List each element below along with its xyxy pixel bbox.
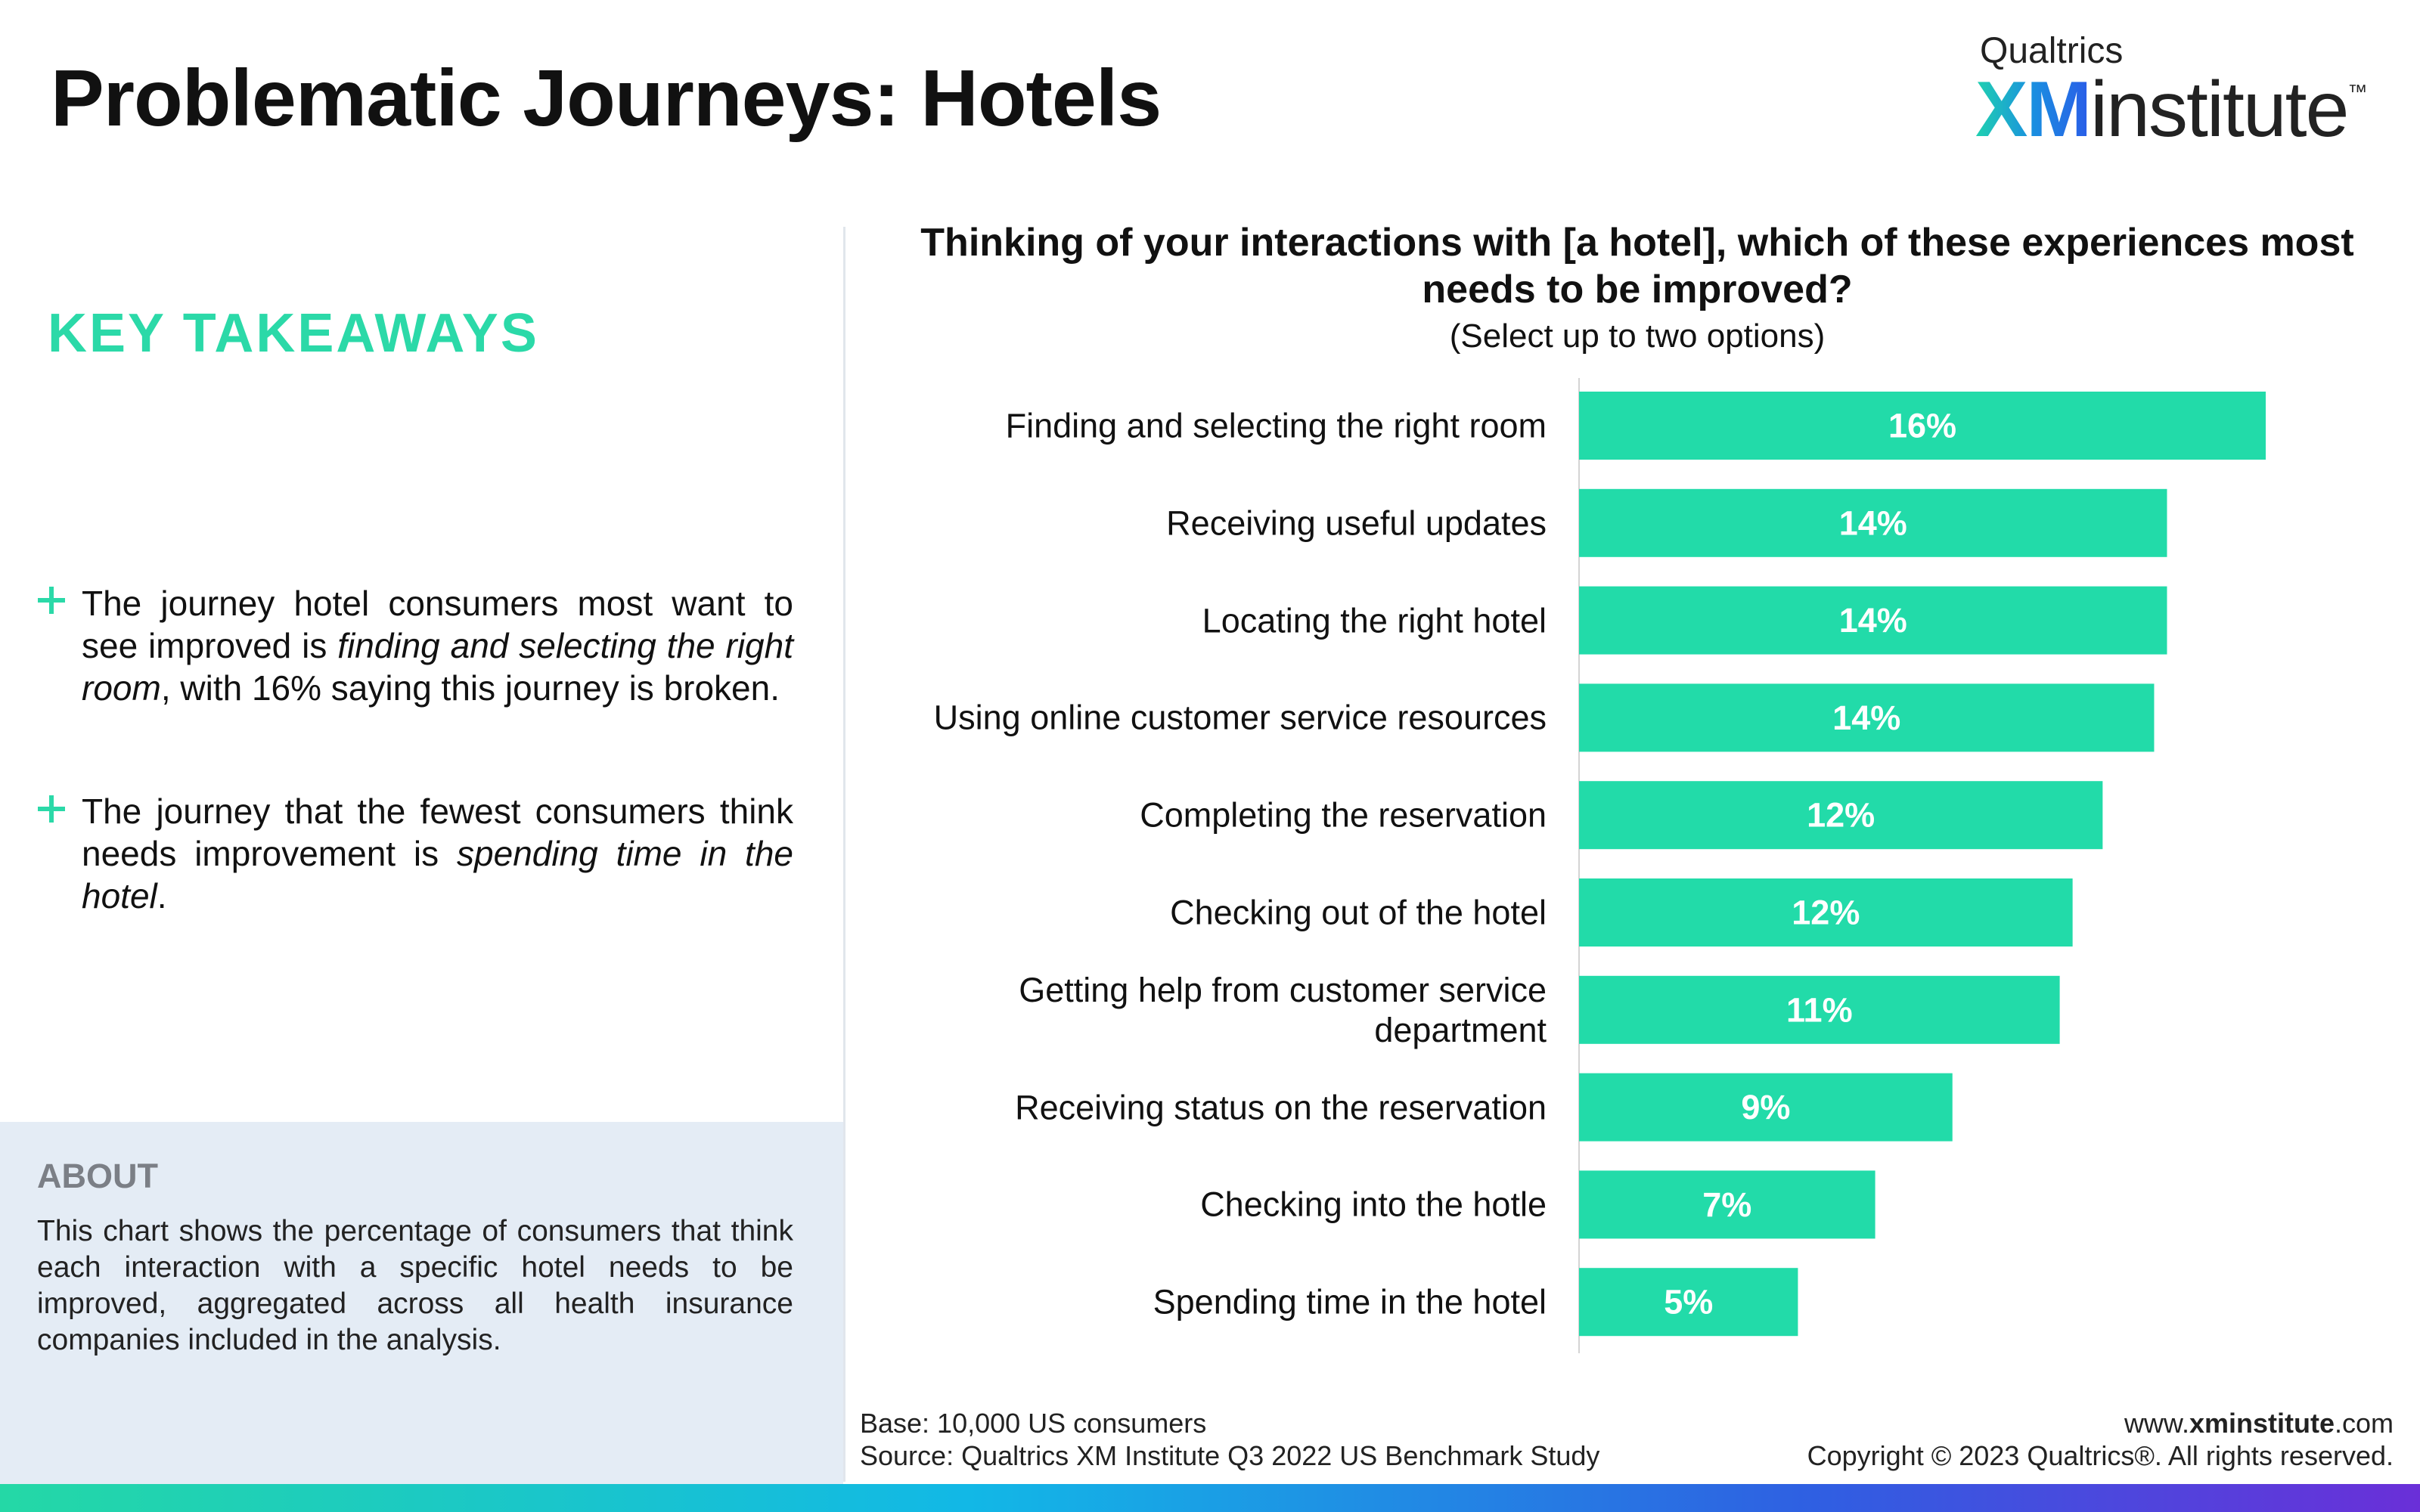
bar	[1579, 488, 2167, 557]
takeaway-segment: .	[157, 876, 167, 916]
logo-tm: ™	[2347, 80, 2367, 103]
page-title: Problematic Journeys: Hotels	[51, 54, 1162, 143]
category-label: Checking out of the hotel	[1170, 893, 1547, 932]
value-label: 11%	[1786, 990, 1853, 1029]
logo-xm: XM	[1975, 66, 2092, 153]
chart-title: Thinking of your interactions with [a ho…	[920, 221, 2354, 311]
value-label: 14%	[1832, 699, 1900, 737]
logo-name: institute	[2090, 66, 2349, 153]
takeaway-segment: spending time in the hotel	[82, 834, 793, 916]
takeaway-segment: finding and selecting the right room	[82, 626, 793, 708]
bar	[1579, 878, 2073, 947]
plus-icon	[38, 795, 65, 823]
value-label: 12%	[1807, 796, 1875, 835]
value-label: 12%	[1792, 894, 1860, 932]
value-label: 5%	[1664, 1283, 1713, 1321]
bar	[1579, 1268, 1798, 1337]
takeaway: The journey that the fewest consumers th…	[82, 790, 793, 917]
source-note: Source: Qualtrics XM Institute Q3 2022 U…	[860, 1440, 1600, 1471]
bar	[1579, 392, 2266, 460]
about-panel	[0, 1122, 843, 1484]
value-label: 7%	[1702, 1185, 1751, 1224]
category-label: Using online customer service resources	[933, 698, 1547, 737]
website-part: xminstitute	[2189, 1408, 2335, 1439]
category-label: Receiving status on the reservation	[1015, 1088, 1547, 1127]
category-label: Locating the right hotel	[1202, 601, 1547, 640]
category-label: Spending time in the hotel	[1153, 1282, 1547, 1321]
takeaway-segment: The journey hotel consumers most want to…	[82, 584, 793, 665]
takeaways-heading: KEY TAKEAWAYS	[48, 303, 539, 364]
plus-icon	[38, 587, 65, 614]
value-label: 14%	[1839, 601, 1907, 640]
category-label: Completing the reservation	[1140, 795, 1547, 835]
bar	[1579, 781, 2103, 850]
about-text: This chart shows the percentage of consu…	[37, 1215, 793, 1356]
divider	[843, 227, 845, 1482]
bar	[1579, 1073, 1953, 1142]
bar	[1579, 586, 2167, 655]
takeaway-segment: The journey that the fewest consumers th…	[82, 792, 793, 873]
base-note: Base: 10,000 US consumers	[860, 1408, 1207, 1439]
website-part: .com	[2334, 1408, 2394, 1439]
category-label: Checking into the hotle	[1200, 1185, 1547, 1224]
value-label: 14%	[1839, 503, 1907, 542]
about-heading: ABOUT	[37, 1157, 158, 1195]
category-label: Finding and selecting the right room	[1005, 406, 1547, 445]
bar	[1579, 1170, 1876, 1239]
value-label: 9%	[1741, 1088, 1790, 1126]
logo: XMinstitute™	[1975, 65, 2367, 155]
website: www.xminstitute.com	[2124, 1408, 2394, 1439]
bar	[1579, 683, 2155, 752]
bar	[1579, 975, 2060, 1044]
copyright: Copyright © 2023 Qualtrics®. All rights …	[1807, 1440, 2394, 1471]
category-label: Receiving useful updates	[1166, 503, 1547, 543]
brand-bar	[0, 1484, 2420, 1512]
value-label: 16%	[1888, 407, 1956, 445]
website-part: www.	[2124, 1408, 2189, 1439]
takeaway: The journey hotel consumers most want to…	[82, 582, 793, 709]
category-label: Getting help from customer service depar…	[1019, 970, 1547, 1049]
logo-brand: Qualtrics	[1980, 31, 2124, 71]
takeaway-segment: , with 16% saying this journey is broken…	[160, 668, 780, 708]
chart-subtitle: (Select up to two options)	[1449, 318, 1826, 355]
